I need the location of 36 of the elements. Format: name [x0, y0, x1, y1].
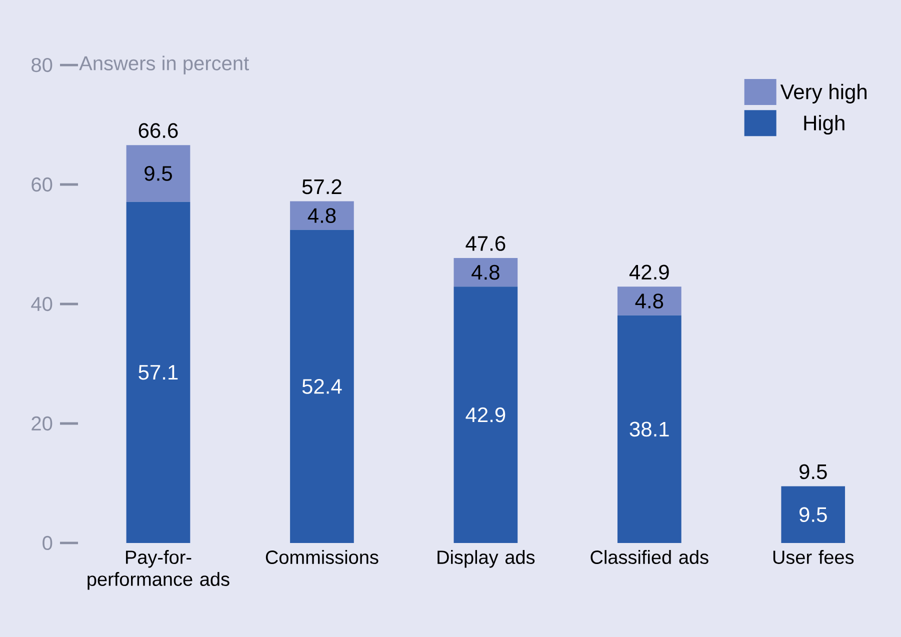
x-tick-label: Pay-for-performance ads — [88, 550, 230, 590]
total-label: 66.6 — [138, 123, 178, 138]
bar — [454, 258, 518, 287]
data-label: 57.1 — [138, 365, 178, 380]
bar — [290, 230, 354, 543]
data-label: 4.8 — [472, 264, 500, 280]
data-label: 42.9 — [466, 407, 506, 422]
data-label: 4.8 — [308, 208, 336, 224]
x-tick-label: Display ads — [438, 550, 535, 568]
legend-label: Very high — [780, 84, 866, 104]
data-label: 9.5 — [144, 166, 172, 181]
bar — [781, 486, 846, 543]
data-label: 38.1 — [630, 422, 669, 437]
bar — [290, 201, 354, 230]
x-tick-label: User fees — [773, 550, 854, 564]
bar — [617, 315, 682, 543]
data-label: 9.5 — [800, 507, 827, 522]
bar — [126, 145, 190, 202]
y-tick-label: 80 — [32, 58, 52, 72]
data-label: 52.4 — [302, 379, 342, 394]
y-axis-title: Answers in percent — [79, 56, 249, 74]
bar — [126, 202, 190, 543]
total-label: 42.9 — [629, 264, 669, 280]
x-tick-label: Commissions — [266, 550, 378, 564]
y-tick-label: 0 — [42, 536, 52, 550]
y-tick-label: 40 — [31, 296, 52, 312]
y-tick-label: 60 — [32, 177, 52, 192]
x-tick-label: Classified ads — [590, 550, 708, 564]
bar — [454, 286, 518, 543]
legend-label: High — [804, 114, 844, 135]
total-label: 47.6 — [466, 236, 506, 251]
bar — [617, 286, 682, 316]
y-tick-label: 20 — [32, 416, 52, 431]
total-label: 9.5 — [800, 464, 827, 480]
data-label: 4.8 — [635, 294, 664, 308]
total-label: 57.2 — [302, 179, 342, 194]
